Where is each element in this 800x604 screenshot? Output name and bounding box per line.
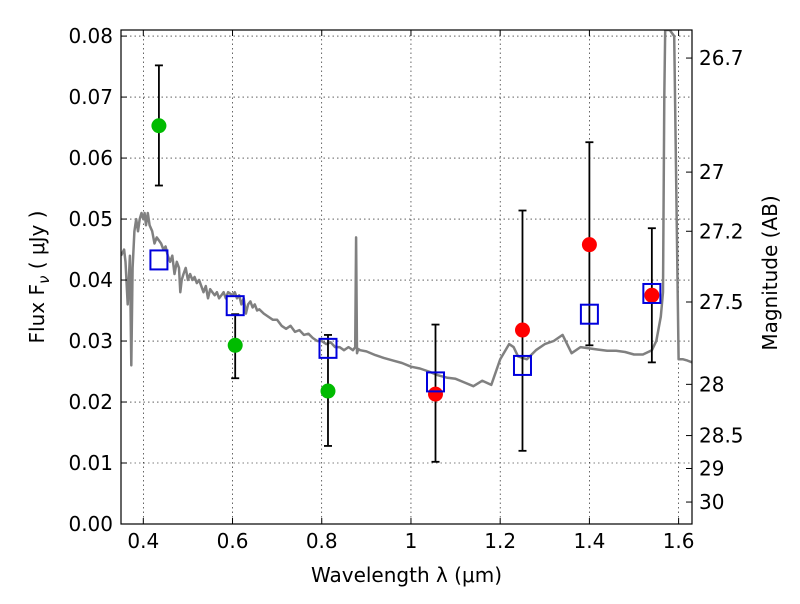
model-spectrum-layer: [121, 30, 692, 388]
y2-tick-label: 27.2: [699, 219, 744, 243]
y2-tick-label: 29: [699, 457, 724, 481]
axis-labels: Wavelength λ (μm) Flux Fν ( μJy ) Magnit…: [25, 195, 782, 587]
data-point: [151, 118, 167, 134]
y2-tick-label: 26.7: [699, 46, 744, 70]
y-tick-label: 0.05: [68, 207, 113, 231]
x-tick-label: 1: [405, 529, 418, 553]
data-point: [320, 383, 336, 399]
x-tick-label: 1.6: [663, 529, 695, 553]
y2-tick-label: 27.5: [699, 290, 744, 314]
x-tick-label: 0.8: [306, 529, 338, 553]
data-point: [427, 386, 443, 402]
y-axis-title-subscript: ν: [35, 276, 53, 284]
model-spectrum-line: [121, 30, 692, 388]
data-point-square: [579, 303, 599, 325]
x-axis-title: Wavelength λ (μm): [311, 563, 502, 587]
y-tick-label: 0.03: [68, 329, 113, 353]
y-tick-label: 0.02: [68, 390, 113, 414]
x-tick-label: 0.4: [127, 529, 159, 553]
y2-tick-label: 27: [699, 160, 724, 184]
y-axis-title-main: Flux F: [25, 284, 49, 343]
axis-ticks: 0.4 0.6 0.8 1 1.2 1.4 1.6 0.00 0.01 0.02 0.03 0.04 0…: [68, 24, 743, 553]
grid-lines: [121, 30, 692, 525]
y-tick-label: 0.06: [68, 146, 113, 170]
y2-axis-title: Magnitude (AB): [758, 195, 782, 350]
y-axis-title: Flux Fν ( μJy ): [25, 211, 53, 344]
y-tick-label: 0.01: [68, 451, 113, 475]
data-point-square: [225, 295, 245, 317]
y-tick-label: 0.07: [68, 85, 113, 109]
data-point: [227, 337, 243, 353]
y2-tick-label: 28.5: [699, 424, 744, 448]
data-point-square: [425, 371, 445, 393]
y2-tick-label: 28: [699, 372, 724, 396]
x-tick-label: 1.2: [484, 529, 516, 553]
data-point: [514, 322, 530, 338]
data-point: [644, 287, 660, 303]
data-point-square: [642, 282, 662, 304]
data-marks: [149, 64, 662, 463]
y-tick-label: 0.04: [68, 268, 113, 292]
data-point: [581, 237, 597, 253]
y-axis-title-unit: ( μJy ): [25, 211, 49, 276]
y2-tick-label: 30: [699, 490, 724, 514]
data-point-square: [149, 249, 169, 271]
y-tick-label: 0.00: [68, 512, 113, 536]
data-point-square: [318, 337, 338, 359]
y-tick-label: 0.08: [68, 24, 113, 48]
x-tick-label: 0.6: [217, 529, 249, 553]
plot-frame: [120, 29, 693, 525]
x-tick-label: 1.4: [573, 529, 605, 553]
data-point-square: [512, 354, 532, 376]
